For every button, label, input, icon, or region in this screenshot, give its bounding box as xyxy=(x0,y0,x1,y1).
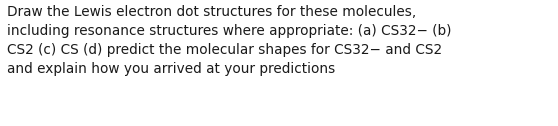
Text: Draw the Lewis electron dot structures for these molecules,
including resonance : Draw the Lewis electron dot structures f… xyxy=(7,5,451,76)
